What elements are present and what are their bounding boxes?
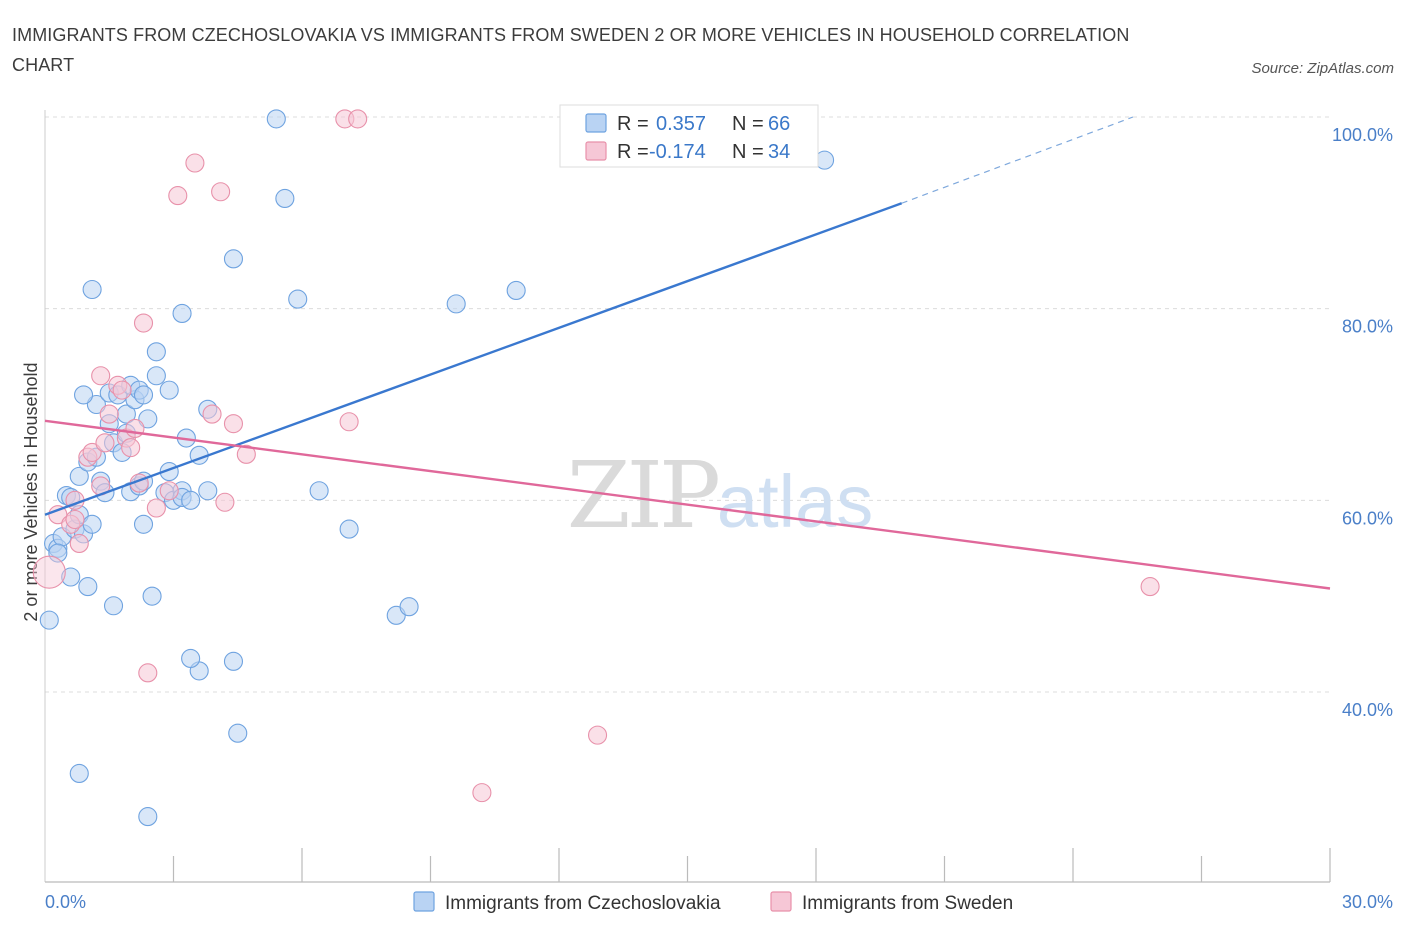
point-czechoslovakia-49 xyxy=(69,763,89,784)
point-czechoslovakia-33 xyxy=(133,514,154,534)
point-czechoslovakia-16 xyxy=(82,279,102,300)
point-sweden-20 xyxy=(146,498,166,518)
point-sweden-26 xyxy=(215,492,235,512)
point-sweden-33 xyxy=(587,725,608,745)
point-sweden-11 xyxy=(99,404,119,424)
point-czechoslovakia-42 xyxy=(159,380,179,400)
point-sweden-21 xyxy=(159,481,179,501)
legend-n-label-1: N = xyxy=(732,113,764,135)
y-tick-label-100: 100.0% xyxy=(1332,125,1393,145)
point-czechoslovakia-38 xyxy=(146,366,166,386)
point-sweden-13 xyxy=(112,380,132,400)
trend-line-czechoslovakia-extension xyxy=(901,116,1134,204)
y-axis-label: 2 or more Vehicles in Household xyxy=(21,362,41,621)
legend-r-value-1: 0.357 xyxy=(656,113,706,135)
point-czechoslovakia-68 xyxy=(506,280,526,301)
point-sweden-22 xyxy=(168,186,188,206)
point-czechoslovakia-20 xyxy=(74,385,94,405)
point-czechoslovakia-36 xyxy=(133,385,154,405)
point-czechoslovakia-62 xyxy=(288,289,308,309)
point-sweden-24 xyxy=(202,404,222,424)
legend-n-label-2: N = xyxy=(732,141,764,163)
trend-line-czechoslovakia xyxy=(44,202,903,516)
point-czechoslovakia-39 xyxy=(146,342,166,362)
y-tick-labels: 40.0% 60.0% 80.0% 100.0% xyxy=(1332,125,1393,720)
point-czechoslovakia-51 xyxy=(181,490,201,510)
y-tick-label-60: 60.0% xyxy=(1342,508,1393,528)
point-sweden-4 xyxy=(65,509,85,530)
point-sweden-0 xyxy=(32,555,66,589)
point-czechoslovakia-37 xyxy=(142,586,162,606)
axes xyxy=(44,110,1331,883)
point-sweden-31 xyxy=(348,109,368,129)
legend-n-value-2: 34 xyxy=(768,141,790,163)
top-legend: R = 0.357 N = 66 R = -0.174 N = 34 xyxy=(559,104,819,168)
x-tick-label-min: 0.0% xyxy=(45,892,86,912)
point-czechoslovakia-64 xyxy=(339,519,359,539)
point-czechoslovakia-67 xyxy=(446,294,466,314)
legend-r-label-1: R = xyxy=(617,113,649,135)
trend-lines xyxy=(44,116,1331,590)
point-czechoslovakia-60 xyxy=(266,109,286,129)
point-sweden-9 xyxy=(91,366,111,386)
y-tick-label-40: 40.0% xyxy=(1342,700,1393,720)
point-sweden-23 xyxy=(185,153,205,173)
y-tick-label-80: 80.0% xyxy=(1342,317,1393,337)
legend-swatch-sweden xyxy=(585,141,607,161)
series-sweden-points xyxy=(32,109,1160,803)
point-czechoslovakia-66 xyxy=(399,597,419,617)
point-czechoslovakia-63 xyxy=(309,481,329,501)
point-czechoslovakia-47 xyxy=(138,807,158,827)
chart-title: IMMIGRANTS FROM CZECHOSLOVAKIA VS IMMIGR… xyxy=(12,25,1130,75)
legend-r-value-2: -0.174 xyxy=(649,141,706,163)
bottom-legend-label-czechoslovakia: Immigrants from Czechoslovakia xyxy=(445,893,721,914)
bottom-legend-swatch-sweden xyxy=(770,891,792,912)
point-sweden-5 xyxy=(69,533,89,554)
point-czechoslovakia-58 xyxy=(228,723,248,743)
bottom-legend-swatch-czechoslovakia xyxy=(413,891,435,912)
legend-n-value-1: 66 xyxy=(768,113,790,135)
point-czechoslovakia-6 xyxy=(61,567,81,587)
x-tick-labels: 0.0% 30.0% xyxy=(45,892,1393,912)
point-czechoslovakia-57 xyxy=(223,651,244,671)
point-czechoslovakia-46 xyxy=(172,303,192,324)
point-sweden-18 xyxy=(133,313,154,333)
point-czechoslovakia-15 xyxy=(78,577,98,597)
point-czechoslovakia-4 xyxy=(48,543,68,563)
point-sweden-19 xyxy=(138,663,158,683)
trend-line-sweden xyxy=(44,419,1331,590)
point-sweden-32 xyxy=(472,783,492,803)
point-czechoslovakia-13 xyxy=(82,514,102,534)
point-sweden-29 xyxy=(339,412,359,432)
legend-r-label-2: R = xyxy=(617,141,649,163)
point-czechoslovakia-9 xyxy=(69,466,89,486)
point-sweden-10 xyxy=(95,433,115,453)
point-czechoslovakia-34 xyxy=(138,409,158,429)
grid-lines xyxy=(45,116,1330,693)
point-czechoslovakia-17 xyxy=(86,394,106,415)
point-sweden-7 xyxy=(82,442,102,462)
point-czechoslovakia-59 xyxy=(223,249,244,269)
point-sweden-28 xyxy=(236,444,256,464)
bottom-legend: Immigrants from Czechoslovakia Immigrant… xyxy=(413,891,1013,914)
point-czechoslovakia-54 xyxy=(181,648,201,669)
point-sweden-34 xyxy=(1140,577,1160,597)
point-czechoslovakia-61 xyxy=(275,188,295,209)
point-czechoslovakia-55 xyxy=(198,481,218,501)
watermark: ZIPatlas xyxy=(567,442,873,549)
x-tick-label-max: 30.0% xyxy=(1342,892,1393,912)
point-czechoslovakia-48 xyxy=(103,596,124,616)
point-sweden-27 xyxy=(223,414,244,434)
bottom-legend-label-sweden: Immigrants from Sweden xyxy=(802,893,1013,914)
point-sweden-16 xyxy=(125,418,145,439)
chart-source: Source: ZipAtlas.com xyxy=(1251,60,1394,77)
point-sweden-25 xyxy=(211,182,231,202)
legend-swatch-czechoslovakia xyxy=(585,113,607,133)
point-czechoslovakia-0 xyxy=(39,610,59,630)
point-sweden-15 xyxy=(121,438,141,458)
